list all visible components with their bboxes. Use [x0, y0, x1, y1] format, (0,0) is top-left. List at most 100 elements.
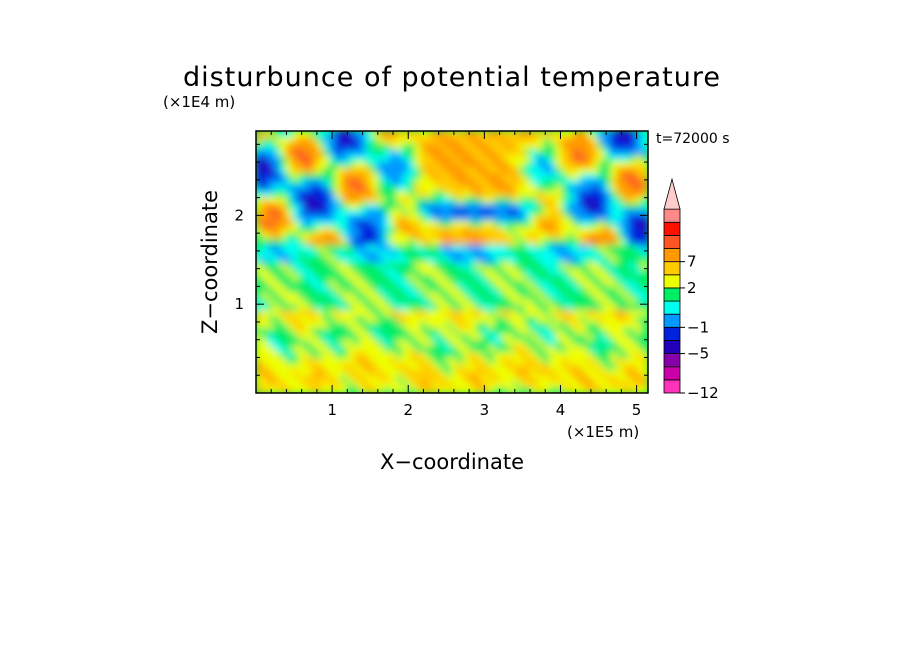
field-cell: [635, 297, 643, 305]
field-cell: [365, 261, 373, 269]
field-cell: [402, 131, 410, 138]
field-cell: [328, 344, 337, 352]
field-cell: [463, 309, 471, 317]
field-cell: [384, 219, 392, 227]
field-cell: [304, 183, 312, 192]
field-cell: [426, 160, 435, 168]
field-cell: [610, 172, 618, 180]
field-cell: [537, 249, 545, 257]
field-cell: [586, 231, 594, 239]
field-cell: [592, 285, 600, 293]
field-cell: [592, 160, 600, 168]
field-cell: [482, 201, 490, 210]
field-cell: [310, 320, 318, 329]
field-cell: [414, 374, 422, 382]
field-cell: [426, 362, 435, 370]
field-cell: [469, 261, 478, 269]
field-cell: [531, 178, 539, 186]
field-cell: [408, 148, 416, 156]
field-cell: [304, 386, 312, 393]
field-cell: [328, 362, 337, 370]
field-cell: [531, 255, 539, 263]
field-cell: [445, 356, 453, 364]
field-cell: [390, 131, 398, 138]
field-cell: [463, 142, 471, 150]
field-cell: [629, 350, 637, 358]
field-cell: [573, 207, 582, 215]
field-cell: [457, 374, 465, 382]
field-cell: [396, 142, 404, 150]
field-cell: [292, 207, 300, 215]
field-cell: [506, 213, 514, 221]
field-cell: [347, 160, 355, 168]
field-cell: [537, 160, 545, 168]
field-cell: [580, 148, 588, 156]
field-cell: [316, 131, 324, 138]
field-cell: [335, 131, 343, 138]
field-cell: [439, 356, 447, 364]
field-cell: [335, 344, 343, 352]
field-cell: [384, 231, 392, 239]
field-cell: [396, 267, 404, 275]
field-cell: [475, 261, 484, 269]
field-cell: [457, 249, 465, 257]
field-cell: [261, 219, 269, 227]
field-cell: [426, 374, 435, 382]
field-cell: [506, 172, 514, 180]
field-cell: [500, 297, 508, 305]
field-cell: [494, 344, 502, 352]
field-cell: [256, 243, 263, 251]
field-cell: [335, 213, 343, 221]
field-cell: [335, 261, 343, 269]
field-cell: [371, 279, 380, 287]
field-cell: [555, 261, 563, 269]
field-cell: [273, 338, 282, 346]
field-cell: [347, 142, 355, 150]
field-cell: [341, 231, 349, 239]
field-cell: [298, 225, 306, 233]
field-cell: [439, 297, 447, 305]
field-cell: [555, 285, 563, 293]
field-cell: [494, 338, 502, 346]
field-cell: [549, 249, 557, 257]
field-cell: [420, 326, 429, 335]
field-cell: [384, 326, 392, 335]
field-cell: [414, 356, 422, 364]
field-cell: [469, 297, 478, 305]
field-cell: [555, 189, 563, 198]
field-cell: [506, 136, 514, 144]
field-cell: [463, 279, 471, 287]
field-cell: [475, 237, 484, 245]
field-cell: [555, 172, 563, 180]
field-cell: [439, 231, 447, 239]
field-cell: [426, 207, 435, 215]
field-cell: [322, 374, 331, 382]
field-cell: [586, 338, 594, 346]
field-cell: [353, 279, 361, 287]
field-cell: [359, 225, 367, 233]
field-cell: [635, 326, 643, 335]
field-cell: [531, 309, 539, 317]
field-cell: [298, 291, 306, 299]
field-cell: [475, 148, 484, 156]
field-cell: [475, 160, 484, 168]
field-cell: [506, 160, 514, 168]
field-cell: [273, 136, 282, 144]
field-cell: [304, 249, 312, 257]
field-cell: [469, 243, 478, 251]
field-cell: [469, 178, 478, 186]
field-cell: [524, 131, 533, 138]
field-cell: [439, 219, 447, 227]
field-cell: [273, 309, 282, 317]
field-cell: [616, 291, 625, 299]
field-cell: [475, 338, 484, 346]
field-cell: [537, 267, 545, 275]
field-cell: [335, 386, 343, 393]
field-cell: [555, 131, 563, 138]
field-cell: [604, 207, 612, 215]
field-cell: [573, 255, 582, 263]
field-cell: [396, 160, 404, 168]
field-cell: [298, 297, 306, 305]
field-cell: [463, 320, 471, 329]
